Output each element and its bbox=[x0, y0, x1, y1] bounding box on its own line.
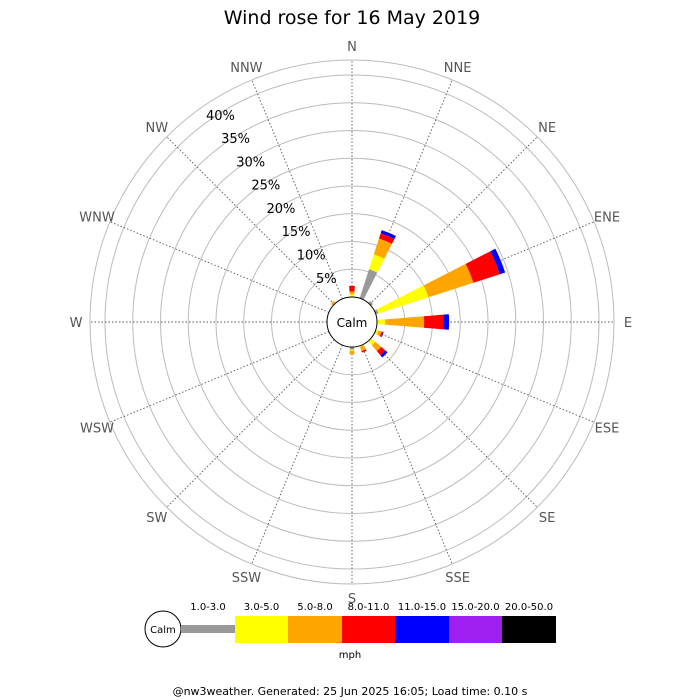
direction-label-sse: SSE bbox=[445, 571, 470, 586]
bar-n-bin-3 bbox=[349, 291, 355, 295]
direction-label-ne: NE bbox=[538, 121, 556, 136]
grid-ring-25 bbox=[187, 157, 517, 487]
bar-s-bin-1 bbox=[349, 346, 355, 350]
outer-ring bbox=[89, 59, 615, 585]
legend-label-1: 1.0-3.0 bbox=[190, 602, 225, 613]
bar-se-bin-3 bbox=[371, 341, 382, 352]
legend-swatch-1 bbox=[181, 625, 235, 633]
legend-label-3: 5.0-8.0 bbox=[297, 602, 332, 613]
direction-label-ene: ENE bbox=[594, 210, 620, 225]
bar-ene-bin-1 bbox=[374, 309, 379, 315]
spoke-sw bbox=[166, 339, 335, 508]
bar-sse-bin-3 bbox=[360, 345, 366, 352]
percent-label-35: 35% bbox=[221, 132, 250, 147]
legend-label-5: 11.0-15.0 bbox=[398, 602, 446, 613]
spoke-wnw bbox=[109, 221, 330, 313]
legend-swatch-3 bbox=[288, 616, 342, 643]
direction-label-wsw: WSW bbox=[80, 422, 114, 437]
spoke-ese bbox=[374, 331, 595, 423]
bar-ese-bin-2 bbox=[374, 329, 379, 335]
bar-se-bin-4 bbox=[376, 346, 386, 356]
bar-e-bin-4 bbox=[423, 314, 444, 330]
percent-label-40: 40% bbox=[206, 109, 235, 124]
legend-swatch-5 bbox=[395, 616, 449, 643]
bar-s-bin-3 bbox=[349, 350, 355, 355]
direction-label-nne: NNE bbox=[444, 61, 472, 76]
spoke-sse bbox=[361, 344, 453, 565]
percent-label-25: 25% bbox=[251, 179, 280, 194]
calm-label: Calm bbox=[337, 316, 368, 330]
direction-label-nw: NW bbox=[146, 121, 169, 136]
bar-ne-bin-1 bbox=[368, 300, 374, 306]
direction-label-s: S bbox=[348, 592, 356, 607]
chart-title: Wind rose for 16 May 2019 bbox=[224, 7, 481, 29]
bar-ese-bin-5 bbox=[381, 332, 384, 338]
legend-label-4: 8.0-11.0 bbox=[348, 602, 390, 613]
spoke-ssw bbox=[251, 344, 343, 565]
bar-nne-bin-4 bbox=[378, 233, 395, 244]
legend-label-2: 3.0-5.0 bbox=[244, 602, 279, 613]
percent-label-30: 30% bbox=[236, 155, 265, 170]
bar-se-bin-5 bbox=[380, 350, 388, 358]
legend-swatch-2 bbox=[235, 616, 288, 643]
legend-swatch-7 bbox=[502, 616, 556, 643]
direction-label-e: E bbox=[624, 316, 632, 331]
percent-label-10: 10% bbox=[297, 248, 326, 263]
bar-ese-bin-4 bbox=[379, 331, 384, 337]
direction-label-ese: ESE bbox=[595, 422, 620, 437]
bar-n-bin-4 bbox=[349, 285, 355, 292]
percent-label-15: 15% bbox=[282, 225, 311, 240]
direction-label-se: SE bbox=[539, 511, 555, 526]
bar-ene-bin-3 bbox=[423, 263, 474, 298]
footer-text: @nw3weather. Generated: 25 Jun 2025 16:0… bbox=[173, 685, 528, 698]
grid-ring-30 bbox=[160, 130, 544, 514]
legend-swatch-4 bbox=[342, 616, 395, 643]
grid-ring-20 bbox=[215, 185, 489, 459]
grid-ring-35 bbox=[132, 102, 572, 542]
bar-n-bin-2 bbox=[349, 294, 355, 298]
bar-nw-bin-3 bbox=[330, 300, 336, 306]
direction-label-sw: SW bbox=[146, 511, 167, 526]
legend-units: mph bbox=[339, 650, 361, 661]
direction-label-n: N bbox=[347, 40, 357, 55]
bar-sse-bin-4 bbox=[361, 349, 367, 353]
bar-ese-bin-3 bbox=[376, 330, 382, 337]
bar-nne-bin-5 bbox=[380, 230, 397, 239]
bar-ene-bin-4 bbox=[465, 251, 500, 283]
wind-bars bbox=[330, 230, 506, 358]
percent-labels: 5% 10% 15% 20% 25% 30% 35% 40% bbox=[206, 109, 337, 287]
calm-circle bbox=[326, 296, 378, 348]
direction-label-w: W bbox=[70, 316, 83, 331]
direction-label-wnw: WNW bbox=[79, 210, 115, 225]
legend-swatch-6 bbox=[449, 616, 502, 643]
percent-label-5: 5% bbox=[316, 272, 337, 287]
bar-s-bin-2 bbox=[349, 349, 355, 351]
spoke-se bbox=[369, 339, 538, 508]
direction-label-nnw: NNW bbox=[230, 61, 262, 76]
spoke-nw bbox=[166, 136, 335, 305]
bar-ene-bin-2 bbox=[376, 285, 429, 314]
bar-nne-bin-2 bbox=[369, 254, 385, 273]
bar-nne-bin-1 bbox=[359, 269, 378, 300]
calm-center: Calm bbox=[326, 296, 378, 348]
legend: Calm 1.0-3.0 3.0-5.0 5.0-8.0 8.0-11.0 11.0-15… bbox=[144, 602, 556, 661]
legend-label-6: 15.0-20.0 bbox=[451, 602, 499, 613]
bar-e-bin-3 bbox=[385, 316, 425, 328]
legend-label-7: 20.0-50.0 bbox=[505, 602, 553, 613]
spoke-nnw bbox=[251, 79, 343, 300]
bar-e-bin-5 bbox=[443, 314, 450, 330]
bar-e-bin-2 bbox=[376, 319, 386, 325]
percent-label-20: 20% bbox=[266, 202, 295, 217]
grid-ring-15 bbox=[243, 213, 461, 431]
spoke-wsw bbox=[109, 331, 330, 423]
direction-labels: N NNE NE ENE E ESE SE SSE S SSW SW WSW W WNW NW NNW bbox=[70, 40, 633, 607]
legend-calm-label: Calm bbox=[150, 625, 176, 636]
direction-label-ssw: SSW bbox=[232, 571, 262, 586]
spoke-ne bbox=[369, 136, 538, 305]
bar-ene-bin-5 bbox=[490, 248, 506, 275]
bar-nne-bin-3 bbox=[373, 238, 392, 259]
